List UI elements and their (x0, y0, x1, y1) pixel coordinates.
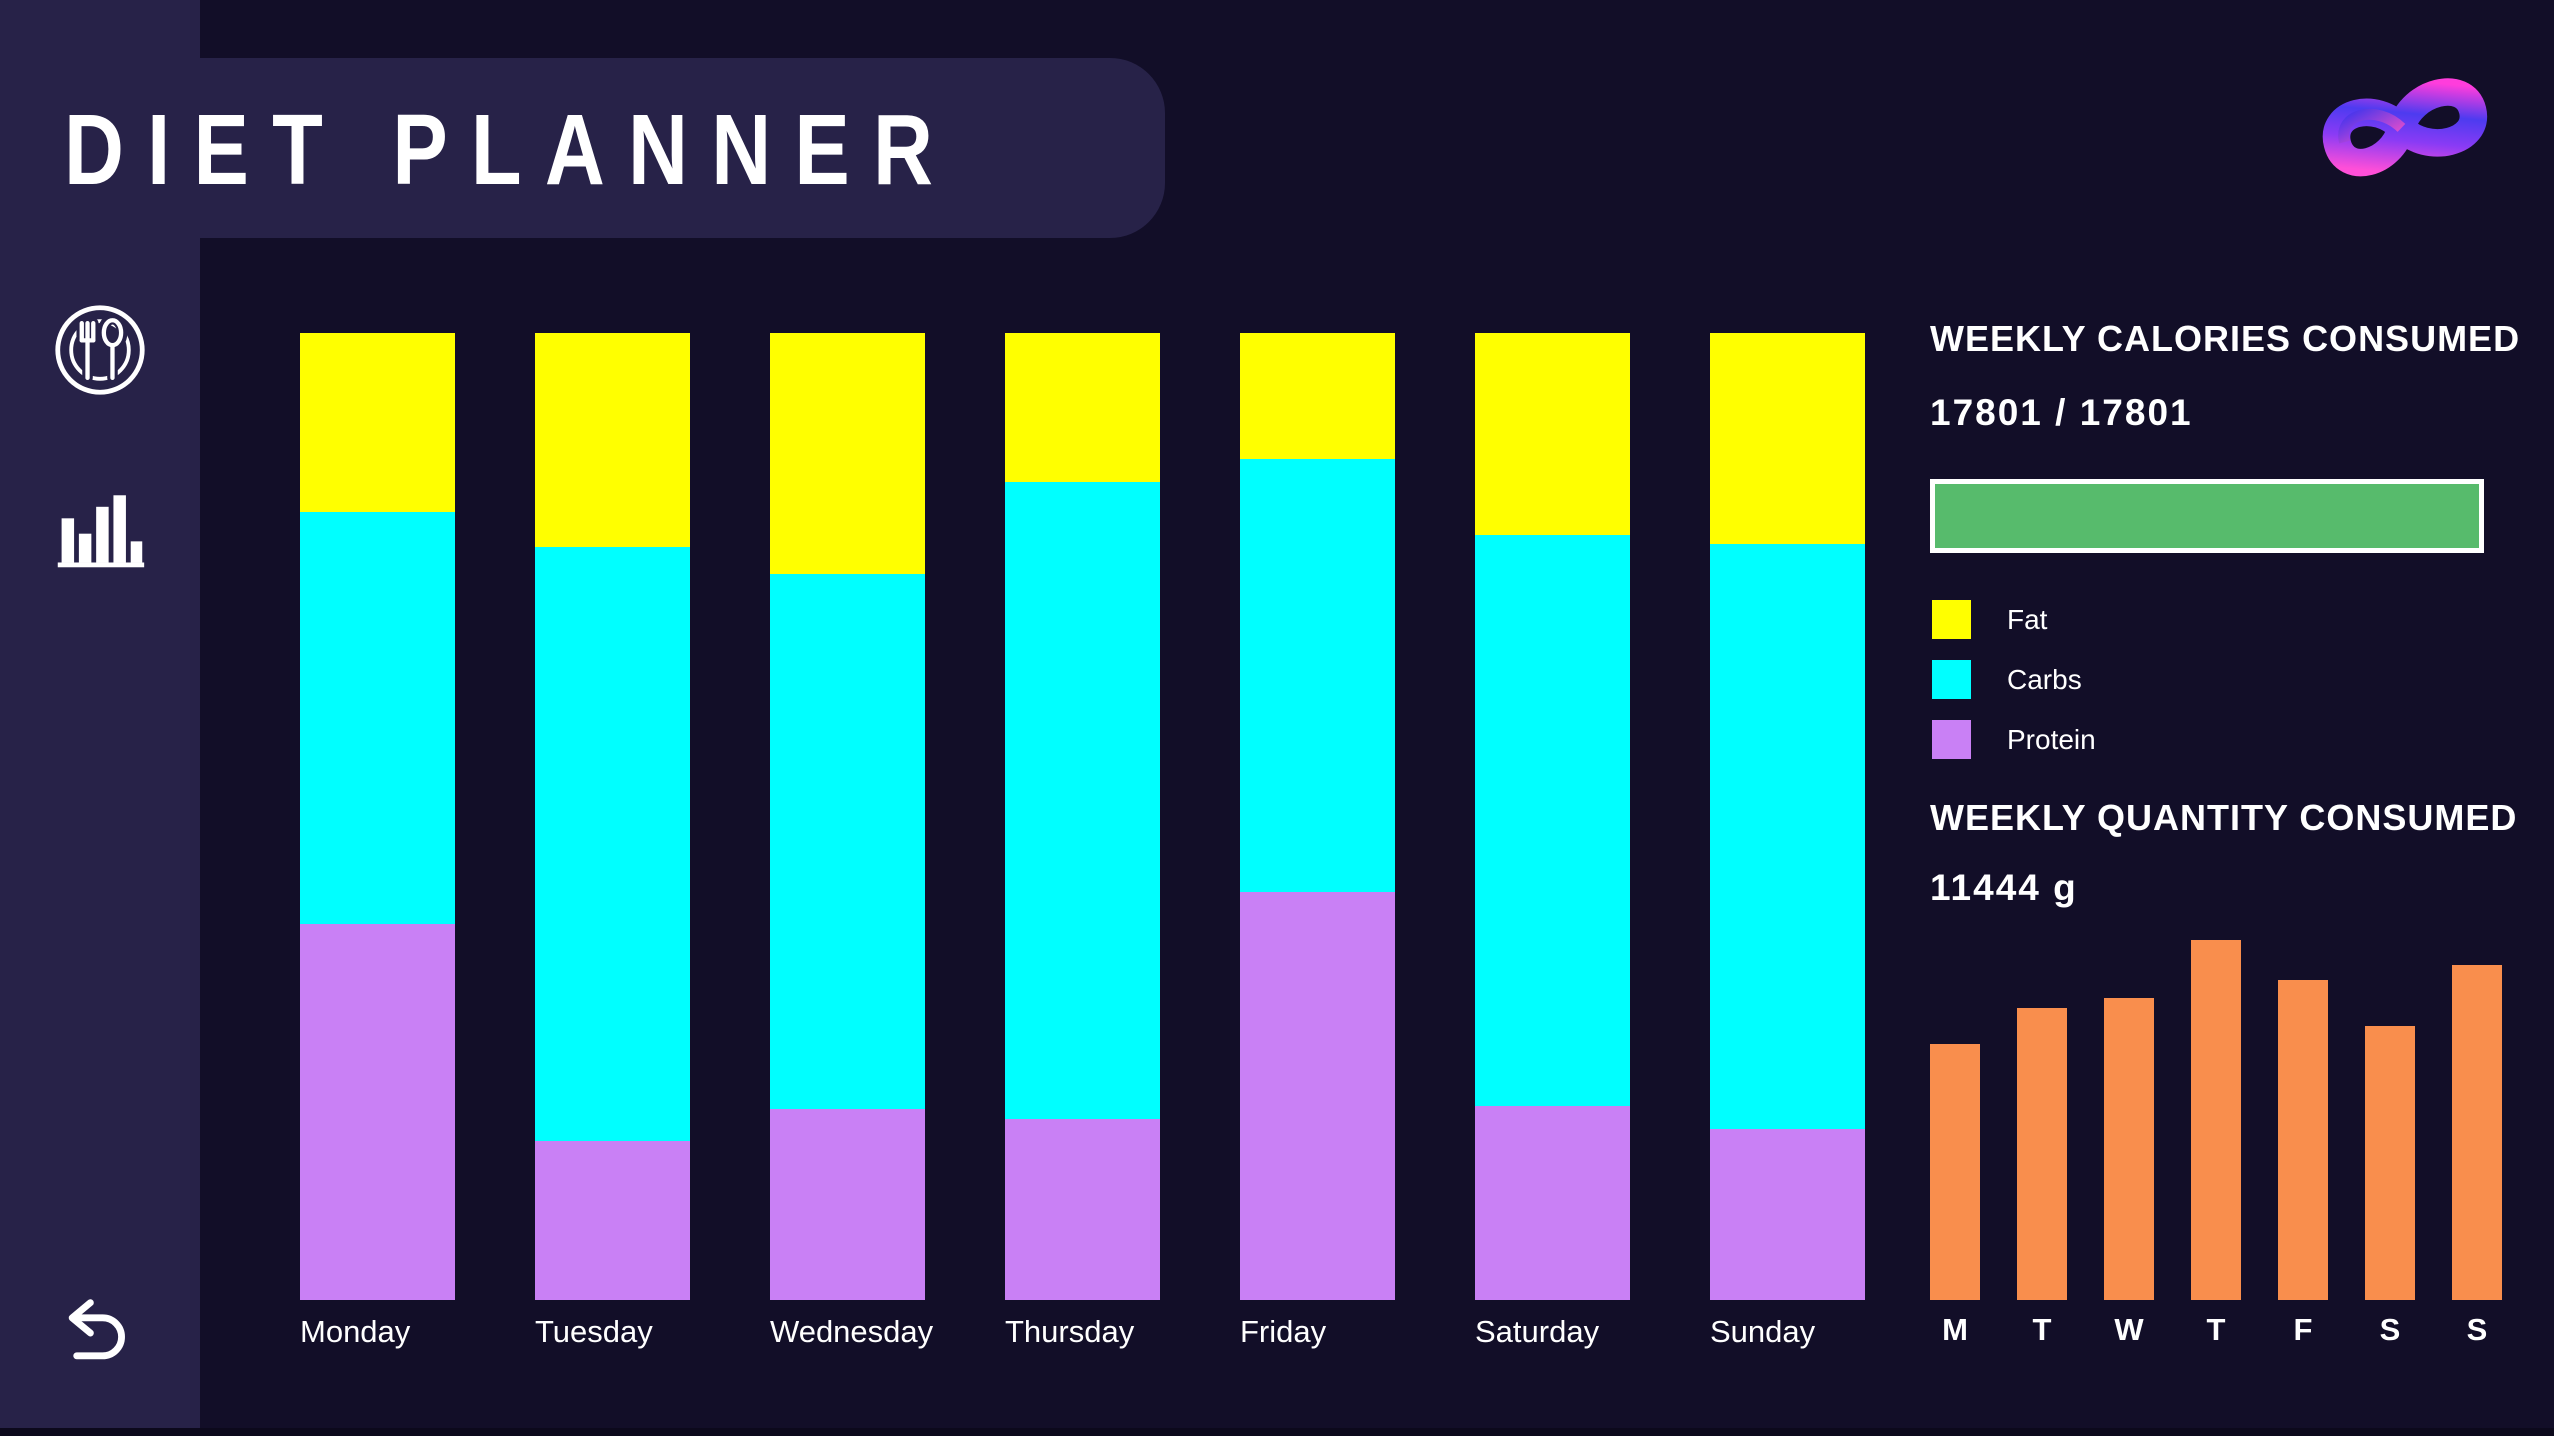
segment-carbs-thursday (1005, 481, 1160, 1120)
day-label-thursday: Thursday (1005, 1314, 1135, 1349)
quantity-bar-label-3: T (2206, 1312, 2226, 1347)
segment-carbs-sunday (1710, 543, 1865, 1129)
segment-fat-friday (1240, 333, 1395, 459)
day-label-tuesday: Tuesday (535, 1314, 653, 1349)
bar-chart-icon (57, 495, 145, 568)
legend-item-carbs: Carbs (1932, 660, 2096, 699)
segment-carbs-monday (300, 511, 455, 924)
day-label-wednesday: Wednesday (770, 1314, 934, 1349)
segment-protein-monday (300, 923, 455, 1300)
legend-swatch-protein (1932, 720, 1971, 759)
stacked-bar-saturday (1475, 333, 1630, 1300)
quantity-bar-4 (2278, 980, 2328, 1300)
stacked-bar-friday (1240, 333, 1395, 1300)
quantity-value: 11444 g (1930, 867, 2078, 908)
infinity-logo-icon (2322, 78, 2488, 177)
quantity-bar-label-6: S (2466, 1312, 2488, 1347)
calories-value: 17801 / 17801 (1930, 392, 2193, 433)
app-logo (2295, 52, 2515, 202)
segment-carbs-tuesday (535, 546, 690, 1142)
undo-arrow-icon (68, 1299, 125, 1360)
quantity-bar-label-1: T (2032, 1312, 2052, 1347)
day-label-friday: Friday (1240, 1314, 1327, 1349)
legend-swatch-fat (1932, 600, 1971, 639)
quantity-bar-label-2: W (2114, 1312, 2144, 1347)
quantity-bar-label-0: M (1942, 1312, 1968, 1347)
quantity-bar-label-5: S (2379, 1312, 2401, 1347)
segment-fat-saturday (1475, 333, 1630, 536)
stats-nav-button[interactable] (52, 478, 148, 574)
segment-protein-friday (1240, 891, 1395, 1300)
quantity-title: WEEKLY QUANTITY CONSUMED (1930, 797, 2518, 838)
quantity-bar-6 (2452, 965, 2502, 1300)
segment-fat-tuesday (535, 333, 690, 547)
legend-swatch-carbs (1932, 660, 1971, 699)
segment-protein-thursday (1005, 1119, 1160, 1300)
quantity-bar-1 (2017, 1008, 2067, 1300)
page-title: DIET PLANNER (64, 94, 957, 206)
legend-item-protein: Protein (1932, 720, 2096, 759)
segment-protein-tuesday (535, 1141, 690, 1300)
quantity-bar-3 (2191, 940, 2241, 1300)
legend-item-fat: Fat (1932, 600, 2096, 639)
sidebar (0, 0, 200, 1436)
stacked-bar-sunday (1710, 333, 1865, 1300)
stacked-bar-wednesday (770, 333, 925, 1300)
stacked-bar-thursday (1005, 333, 1160, 1300)
macro-legend: Fat Carbs Protein (1932, 600, 2096, 780)
legend-label: Carbs (2007, 663, 2082, 695)
segment-protein-sunday (1710, 1128, 1865, 1300)
segment-fat-thursday (1005, 333, 1160, 482)
calories-progress-bar (1930, 479, 2484, 553)
segment-protein-wednesday (770, 1109, 925, 1300)
day-label-monday: Monday (300, 1314, 411, 1349)
footer-strip (0, 1428, 2554, 1436)
header-banner: DIET PLANNER (0, 58, 1165, 238)
segment-fat-monday (300, 333, 455, 512)
quantity-bar-5 (2365, 1026, 2415, 1300)
quantity-mini-chart (1930, 940, 2505, 1300)
legend-label: Protein (2007, 723, 2096, 755)
plate-utensils-icon (55, 305, 145, 395)
quantity-bar-label-4: F (2293, 1312, 2313, 1347)
segment-fat-sunday (1710, 333, 1865, 544)
segment-fat-wednesday (770, 333, 925, 574)
segment-carbs-saturday (1475, 535, 1630, 1106)
calories-progress-fill (1935, 484, 2479, 548)
quantity-bar-0 (1930, 1044, 1980, 1300)
calories-title: WEEKLY CALORIES CONSUMED (1930, 318, 2521, 359)
segment-protein-saturday (1475, 1105, 1630, 1300)
segment-carbs-friday (1240, 458, 1395, 892)
meals-nav-button[interactable] (52, 302, 148, 398)
quantity-bar-2 (2104, 998, 2154, 1300)
macro-stacked-chart: Monday Tuesday Wednesday Thursday Friday Satu… (300, 333, 1865, 1349)
day-label-saturday: Saturday (1475, 1314, 1600, 1349)
back-button[interactable] (60, 1292, 136, 1368)
segment-carbs-wednesday (770, 573, 925, 1110)
legend-label: Fat (2007, 603, 2048, 635)
day-label-sunday: Sunday (1710, 1314, 1816, 1349)
stacked-bar-monday (300, 333, 455, 1300)
stacked-bar-tuesday (535, 333, 690, 1300)
